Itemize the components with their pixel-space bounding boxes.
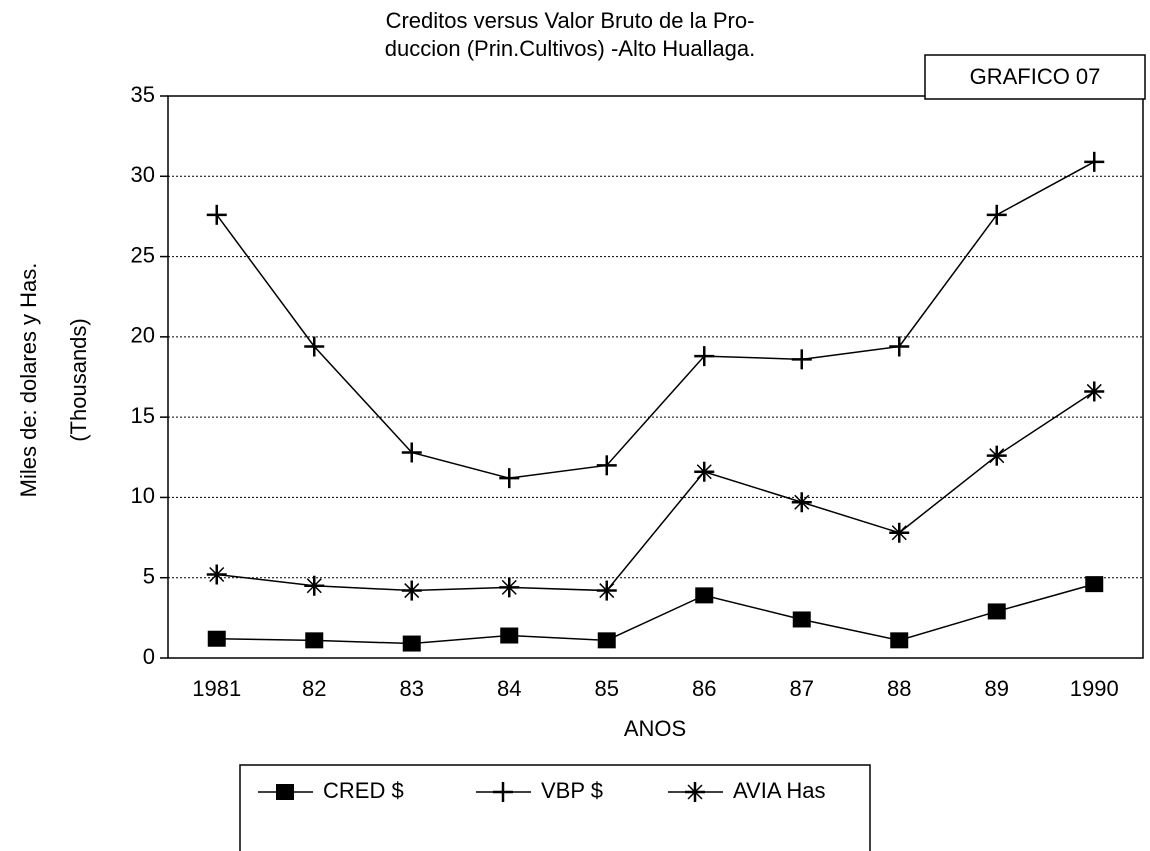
- marker: [304, 336, 325, 357]
- marker: [694, 346, 715, 367]
- marker-part: [500, 627, 519, 644]
- marker: [276, 784, 294, 800]
- marker-part: [1086, 383, 1102, 399]
- y-tick-label: 30: [131, 162, 155, 187]
- annotation: GRAFICO 07: [970, 64, 1101, 89]
- x-tick-label: 86: [692, 676, 716, 701]
- marker-part: [696, 464, 712, 480]
- marker: [597, 632, 616, 649]
- marker-part: [306, 578, 322, 594]
- marker: [889, 336, 910, 357]
- marker: [499, 577, 520, 598]
- marker: [685, 782, 705, 802]
- marker-part: [404, 583, 420, 599]
- x-tick-label: 82: [302, 676, 326, 701]
- marker-part: [207, 630, 226, 647]
- plot-frame: [167, 95, 1144, 659]
- marker: [304, 575, 325, 596]
- marker-part: [695, 587, 714, 604]
- marker: [986, 204, 1007, 225]
- marker-part: [305, 632, 324, 649]
- chart-title: Creditos versus Valor Bruto de la Pro-: [386, 8, 755, 33]
- x-tick-label: 89: [985, 676, 1009, 701]
- x-tick-label: 87: [790, 676, 814, 701]
- marker: [792, 611, 811, 628]
- marker: [206, 564, 227, 585]
- series-line: [216, 161, 1095, 479]
- legend-box: [239, 764, 871, 851]
- marker-part: [687, 784, 703, 800]
- marker-part: [501, 579, 517, 595]
- x-tick-label: 1981: [192, 676, 241, 701]
- marker: [791, 492, 812, 513]
- marker: [596, 580, 617, 601]
- marker-part: [891, 525, 907, 541]
- y-axis-title: (Thousands): [66, 318, 91, 442]
- marker-part: [402, 635, 421, 652]
- legend-label: VBP $: [541, 778, 603, 803]
- marker: [890, 632, 909, 649]
- y-tick-label: 35: [131, 82, 155, 107]
- marker: [791, 349, 812, 370]
- marker-part: [792, 611, 811, 628]
- marker: [207, 630, 226, 647]
- marker: [1084, 151, 1105, 172]
- marker-part: [599, 583, 615, 599]
- marker: [401, 442, 422, 463]
- marker: [206, 204, 227, 225]
- marker-part: [794, 494, 810, 510]
- y-tick-label: 25: [131, 242, 155, 267]
- marker-part: [987, 603, 1006, 620]
- marker-part: [890, 632, 909, 649]
- x-tick-label: 84: [497, 676, 521, 701]
- y-tick-label: 15: [131, 403, 155, 428]
- marker: [694, 461, 715, 482]
- marker-part: [1085, 576, 1104, 593]
- marker: [889, 522, 910, 543]
- marker: [987, 603, 1006, 620]
- chart-title: duccion (Prin.Cultivos) -Alto Huallaga.: [385, 36, 756, 61]
- y-tick-label: 5: [143, 564, 155, 589]
- marker: [1084, 381, 1105, 402]
- x-tick-label: 85: [595, 676, 619, 701]
- x-tick-label: 1990: [1070, 676, 1119, 701]
- marker-part: [209, 566, 225, 583]
- marker-part: [276, 784, 294, 800]
- marker: [986, 445, 1007, 466]
- marker: [402, 635, 421, 652]
- marker: [493, 782, 513, 802]
- marker: [305, 632, 324, 649]
- y-tick-label: 10: [131, 483, 155, 508]
- y-axis-title: Miles de: dolares y Has.: [16, 263, 41, 498]
- series-line: [216, 583, 1095, 645]
- marker: [1085, 576, 1104, 593]
- y-tick-label: 0: [143, 644, 155, 669]
- marker: [499, 468, 520, 489]
- y-tick-label: 20: [131, 323, 155, 348]
- marker-part: [989, 448, 1005, 464]
- legend-label: AVIA Has: [733, 778, 826, 803]
- annotation-box: [924, 54, 1146, 100]
- x-axis-title: ANOS: [624, 716, 686, 741]
- series-line: [216, 390, 1095, 592]
- x-tick-label: 88: [887, 676, 911, 701]
- marker: [401, 580, 422, 601]
- marker: [695, 587, 714, 604]
- marker: [596, 455, 617, 476]
- marker-part: [597, 632, 616, 649]
- x-tick-label: 83: [400, 676, 424, 701]
- legend-label: CRED $: [323, 778, 404, 803]
- marker: [500, 627, 519, 644]
